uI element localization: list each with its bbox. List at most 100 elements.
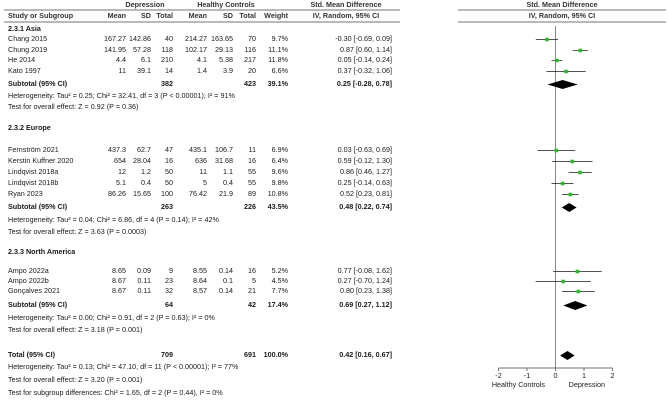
study-ci: 0.25 [-0.14, 0.63] — [337, 178, 392, 187]
study-sd-depression: 0.09 — [137, 266, 151, 275]
study-weight: 6.9% — [271, 145, 288, 154]
study-total-controls: 20 — [248, 66, 256, 75]
pooled-diamond — [561, 203, 577, 212]
group1-sd-header: SD — [141, 11, 151, 20]
study-total-controls: 116 — [244, 45, 256, 54]
subtotal-total-controls: 42 — [248, 300, 256, 309]
study-mean-controls: 636 — [195, 156, 207, 165]
group2-sd-header: SD — [223, 11, 233, 20]
axis-right-label: Depression — [568, 380, 606, 389]
study-sd-depression: 6.1 — [141, 55, 151, 64]
study-sd-depression: 0.4 — [141, 178, 151, 187]
study-sd-controls: 0.14 — [219, 286, 233, 295]
subtotal-label: Subtotal (95% CI) — [8, 202, 68, 211]
study-point — [555, 58, 559, 63]
study-total-depression: 118 — [161, 45, 173, 54]
study-sd-depression: 1.2 — [141, 167, 151, 176]
group2-total-header: Total — [239, 11, 256, 20]
subtotal-weight: 17.4% — [267, 300, 288, 309]
weight-header: Weight — [264, 11, 288, 20]
x-tick-label: 1 — [582, 371, 586, 380]
method-header: IV, Random, 95% CI — [312, 11, 380, 20]
study-sd-depression: 62.7 — [137, 145, 151, 154]
study-weight: 9.6% — [271, 167, 288, 176]
total-controls: 691 — [244, 350, 256, 359]
study-mean-depression: 8.67 — [112, 286, 126, 295]
study-mean-controls: 214.27 — [185, 34, 207, 43]
study-sd-controls: 0.14 — [219, 266, 233, 275]
study-point — [545, 37, 549, 42]
heterogeneity-text: Heterogeneity: Tau² = 0.04; Chi² = 6.86,… — [8, 215, 219, 224]
study-ci: 0.86 [0.46, 1.27] — [340, 167, 392, 176]
study-mean-controls: 76.42 — [189, 189, 207, 198]
study-mean-depression: 8.67 — [112, 276, 126, 285]
study-sd-controls: 1.1 — [223, 167, 233, 176]
study-total-depression: 47 — [165, 145, 173, 154]
study-ci: 0.05 [-0.14, 0.24] — [337, 55, 392, 64]
study-name: Kerstin Kuffner 2020 — [8, 156, 74, 165]
study-weight: 6.4% — [271, 156, 288, 165]
study-mean-depression: 8.65 — [112, 266, 126, 275]
study-mean-controls: 11 — [199, 167, 207, 176]
study-mean-controls: 5 — [203, 178, 207, 187]
study-weight: 11.8% — [268, 55, 288, 64]
overall-effect-text: Test for overall effect: Z = 3.18 (P = 0… — [8, 325, 143, 334]
study-sd-controls: 29.13 — [215, 45, 233, 54]
group2-mean-header: Mean — [188, 11, 207, 20]
study-total-controls: 55 — [248, 167, 256, 176]
group2-header: Healthy Controls — [197, 0, 255, 9]
study-weight: 11.1% — [268, 45, 288, 54]
subgroup-title: 2.3.3 North America — [8, 247, 76, 256]
subgroup-title: 2.3.2 Europe — [8, 123, 51, 132]
study-total-controls: 21 — [248, 286, 256, 295]
study-name: Ryan 2023 — [8, 189, 43, 198]
study-sd-controls: 21.9 — [219, 189, 233, 198]
subtotal-label: Subtotal (95% CI) — [8, 79, 68, 88]
heterogeneity-text: Heterogeneity: Tau² = 0.00; Chi² = 0.91,… — [8, 313, 215, 322]
study-sd-depression: 142.86 — [129, 34, 151, 43]
effect-plot-header: Std. Mean Difference — [526, 0, 598, 9]
study-mean-controls: 8.57 — [193, 286, 207, 295]
group1-total-header: Total — [156, 11, 173, 20]
study-ci: 0.37 [-0.32, 1.06] — [337, 66, 392, 75]
overall-effect-text: Test for overall effect: Z = 3.63 (P = 0… — [8, 227, 147, 236]
study-total-depression: 16 — [165, 156, 173, 165]
study-ci: 0.80 [0.23, 1.38] — [340, 286, 392, 295]
study-total-controls: 70 — [248, 34, 256, 43]
study-sd-controls: 5.38 — [219, 55, 233, 64]
study-col-header: Study or Subgroup — [8, 11, 74, 20]
study-total-controls: 16 — [248, 266, 256, 275]
subtotal-ci: 0.25 [-0.28, 0.78] — [336, 79, 392, 88]
study-name: Ampo 2022a — [8, 266, 49, 275]
study-mean-depression: 4.4 — [116, 55, 126, 64]
subtotal-ci: 0.48 [0.22, 0.74] — [339, 202, 392, 211]
x-tick-label: 2 — [610, 371, 615, 380]
total-depression: 709 — [161, 350, 173, 359]
study-point — [564, 69, 568, 74]
study-total-controls: 89 — [248, 189, 256, 198]
study-mean-depression: 12 — [118, 167, 126, 176]
study-mean-controls: 1.4 — [197, 66, 207, 75]
study-weight: 5.2% — [271, 266, 288, 275]
study-sd-depression: 15.65 — [133, 189, 151, 198]
study-mean-depression: 86.26 — [108, 189, 126, 198]
x-tick-label: -2 — [495, 371, 502, 380]
total-overall-effect-text: Test for overall effect: Z = 3.20 (P = 0… — [8, 375, 143, 384]
study-mean-depression: 654 — [114, 156, 126, 165]
study-ci: 0.03 [-0.63, 0.69] — [337, 145, 392, 154]
total-label: Total (95% CI) — [8, 350, 55, 359]
study-point — [576, 289, 581, 294]
study-total-depression: 9 — [169, 266, 173, 275]
study-point — [570, 159, 575, 164]
study-point — [561, 279, 565, 284]
study-total-controls: 55 — [248, 178, 256, 187]
method-plot-header: IV, Random, 95% CI — [528, 11, 596, 20]
study-point — [575, 269, 580, 274]
subtotal-label: Subtotal (95% CI) — [8, 300, 68, 309]
study-mean-depression: 141.95 — [104, 45, 126, 54]
study-name: Ampo 2022b — [8, 276, 49, 285]
pooled-diamond — [560, 351, 575, 360]
pooled-diamond — [563, 301, 588, 310]
study-mean-controls: 102.17 — [185, 45, 207, 54]
study-name: Lindqvist 2018b — [8, 178, 59, 187]
